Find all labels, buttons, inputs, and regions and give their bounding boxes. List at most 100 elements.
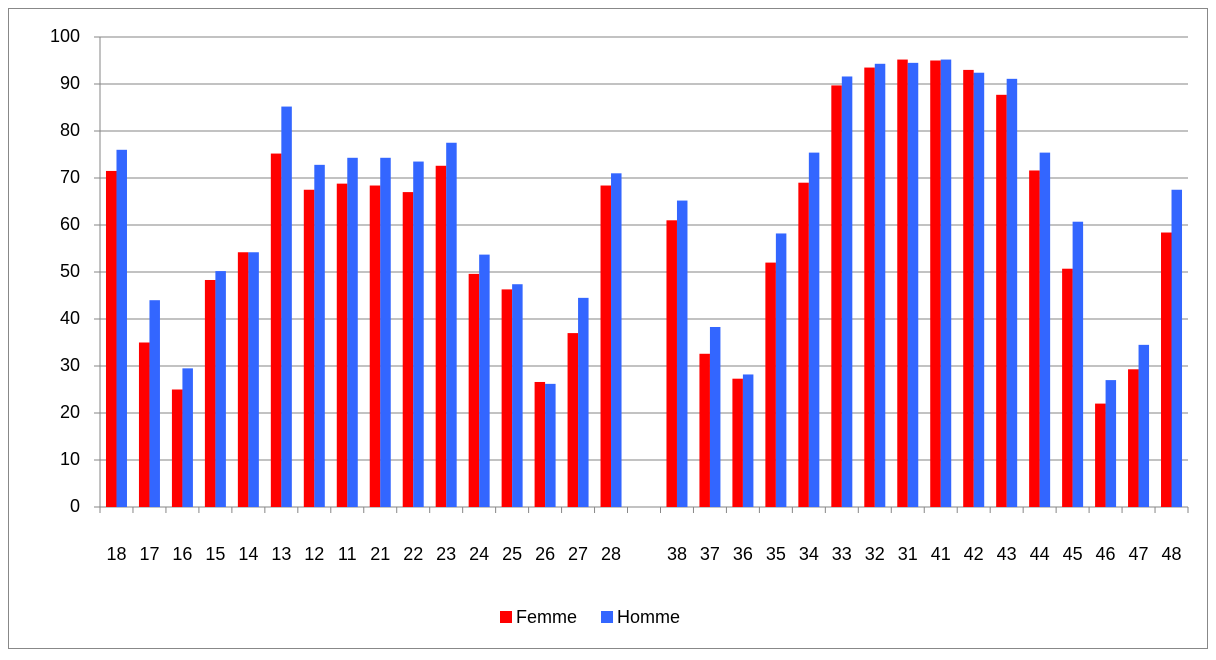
bar bbox=[907, 62, 919, 507]
bar bbox=[1161, 232, 1172, 507]
bar bbox=[204, 279, 216, 507]
legend-swatch bbox=[500, 611, 512, 623]
bar bbox=[446, 142, 457, 507]
bar bbox=[808, 152, 820, 507]
bar bbox=[336, 183, 348, 507]
x-tick-label: 31 bbox=[898, 544, 918, 564]
bar bbox=[798, 182, 809, 507]
bar bbox=[105, 170, 117, 507]
x-tick-label: 21 bbox=[370, 544, 390, 564]
bar bbox=[600, 185, 612, 507]
bar bbox=[940, 59, 952, 508]
bar bbox=[248, 252, 259, 507]
bar bbox=[545, 383, 556, 507]
bar bbox=[534, 381, 546, 507]
legend-swatch bbox=[601, 611, 614, 623]
bar bbox=[732, 378, 743, 507]
bar bbox=[303, 189, 315, 507]
bar bbox=[270, 153, 282, 507]
bar bbox=[841, 76, 853, 507]
x-tick-label: 12 bbox=[304, 544, 324, 564]
x-tick-label: 45 bbox=[1063, 544, 1083, 564]
bar bbox=[182, 368, 193, 507]
bar bbox=[897, 59, 908, 508]
y-tick-label: 0 bbox=[70, 496, 80, 516]
bar bbox=[138, 342, 150, 507]
legend-label: Femme bbox=[516, 607, 577, 627]
bar bbox=[611, 173, 622, 508]
x-tick-label: 38 bbox=[667, 544, 687, 564]
legend-label: Homme bbox=[617, 607, 680, 627]
bar bbox=[116, 149, 127, 508]
bar bbox=[413, 161, 424, 508]
bar bbox=[1171, 189, 1183, 507]
x-tick-label: 47 bbox=[1129, 544, 1149, 564]
bar bbox=[281, 106, 292, 507]
bar bbox=[963, 69, 974, 508]
bar bbox=[1128, 369, 1139, 507]
x-tick-label: 33 bbox=[832, 544, 852, 564]
bar bbox=[699, 353, 710, 507]
bar bbox=[765, 262, 776, 507]
bar bbox=[347, 157, 358, 508]
bar bbox=[831, 85, 842, 507]
bar bbox=[996, 94, 1007, 507]
x-tick-label: 37 bbox=[700, 544, 720, 564]
bar bbox=[567, 333, 579, 507]
bar bbox=[402, 192, 414, 507]
bar bbox=[149, 300, 160, 507]
bar bbox=[1138, 344, 1150, 507]
bar bbox=[314, 164, 325, 507]
x-tick-label: 27 bbox=[568, 544, 588, 564]
x-tick-label: 48 bbox=[1161, 544, 1181, 564]
x-tick-label: 28 bbox=[601, 544, 621, 564]
x-tick-label: 25 bbox=[502, 544, 522, 564]
x-tick-label: 22 bbox=[403, 544, 423, 564]
x-tick-label: 15 bbox=[205, 544, 225, 564]
bar bbox=[742, 374, 754, 507]
bar bbox=[1105, 380, 1117, 507]
y-tick-label: 30 bbox=[60, 355, 80, 375]
bar bbox=[1062, 268, 1073, 507]
bar bbox=[171, 389, 183, 507]
x-tick-label: 34 bbox=[799, 544, 819, 564]
y-tick-label: 100 bbox=[50, 26, 80, 46]
x-tick-label: 11 bbox=[338, 544, 357, 564]
x-tick-label: 36 bbox=[733, 544, 753, 564]
x-tick-label: 26 bbox=[535, 544, 555, 564]
bar bbox=[512, 284, 523, 507]
x-tick-label: 41 bbox=[931, 544, 951, 564]
x-tick-label: 23 bbox=[436, 544, 456, 564]
bar bbox=[1006, 78, 1018, 507]
x-tick-label: 24 bbox=[469, 544, 489, 564]
bar bbox=[1095, 403, 1106, 507]
y-tick-label: 80 bbox=[60, 120, 80, 140]
y-tick-label: 60 bbox=[60, 214, 80, 234]
bar bbox=[1039, 152, 1051, 507]
x-tick-label: 18 bbox=[106, 544, 126, 564]
y-tick-label: 70 bbox=[60, 167, 80, 187]
x-tick-label: 13 bbox=[271, 544, 291, 564]
bar bbox=[864, 67, 875, 508]
bar bbox=[709, 326, 721, 507]
bar bbox=[369, 185, 381, 507]
bar bbox=[874, 63, 886, 507]
y-tick-label: 10 bbox=[60, 449, 80, 469]
y-tick-label: 90 bbox=[60, 73, 80, 93]
bar bbox=[380, 157, 391, 508]
x-tick-label: 44 bbox=[1030, 544, 1050, 564]
x-tick-label: 35 bbox=[766, 544, 786, 564]
x-tick-label: 16 bbox=[172, 544, 192, 564]
bar bbox=[1029, 170, 1040, 508]
bar bbox=[666, 220, 677, 508]
y-tick-label: 40 bbox=[60, 308, 80, 328]
bar bbox=[676, 200, 688, 507]
x-tick-label: 43 bbox=[997, 544, 1017, 564]
bar bbox=[468, 273, 480, 507]
y-tick-label: 20 bbox=[60, 402, 80, 422]
bar bbox=[775, 233, 787, 507]
x-tick-label: 42 bbox=[964, 544, 984, 564]
y-tick-label: 50 bbox=[60, 261, 80, 281]
bar bbox=[215, 271, 226, 507]
